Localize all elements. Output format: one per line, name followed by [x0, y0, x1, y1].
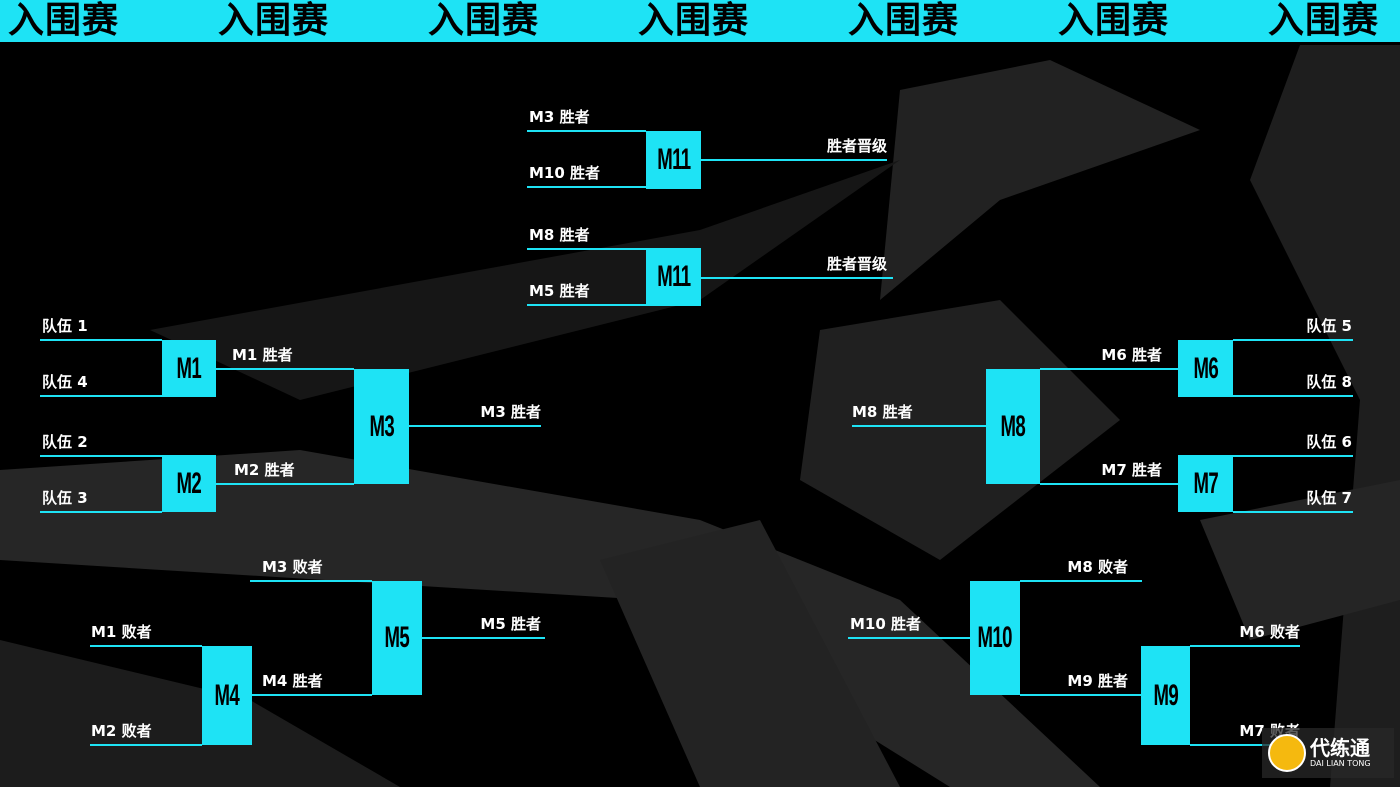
- match-box-m10[interactable]: M10: [970, 581, 1020, 695]
- connector-line: [250, 694, 372, 696]
- header-label: 入围赛: [1268, 0, 1380, 41]
- connector-line: [1040, 368, 1178, 370]
- match-label: M1: [176, 351, 202, 385]
- connector-line: [527, 304, 646, 306]
- header-label: 入围赛: [218, 0, 330, 41]
- connector-line: [40, 339, 162, 341]
- m10-bottom-label: M9 胜者: [1067, 672, 1128, 690]
- match-box-m5[interactable]: M5: [372, 581, 422, 695]
- m1-bottom-label: 队伍 4: [42, 373, 88, 391]
- m10-out-label: M10 胜者: [850, 615, 922, 633]
- connector-line: [216, 368, 354, 370]
- connector-line: [527, 130, 646, 132]
- m5-top-label: M3 败者: [262, 558, 323, 576]
- header-bar: 入围赛 入围赛 入围赛 入围赛 入围赛 入围赛 入围赛: [0, 0, 1400, 42]
- connector-line: [1233, 511, 1353, 513]
- match-box-m11a[interactable]: M11: [646, 131, 701, 189]
- header-label: 入围赛: [848, 0, 960, 41]
- match-box-m2[interactable]: M2: [162, 455, 216, 512]
- watermark-subtitle: DAI LIAN TONG: [1310, 759, 1371, 768]
- connector-line: [422, 637, 545, 639]
- match-box-m4[interactable]: M4: [202, 646, 252, 745]
- m11a-out-label: 胜者晋级: [826, 137, 887, 155]
- m1-out-label: M1 胜者: [232, 346, 293, 364]
- connector-line: [1040, 483, 1178, 485]
- watermark-name: 代练通: [1310, 736, 1370, 760]
- match-label: M3: [369, 409, 394, 443]
- match-label: M9: [1153, 678, 1178, 712]
- connector-line: [1233, 455, 1353, 457]
- m4-top-label: M1 败者: [91, 623, 152, 641]
- m7-bottom-label: 队伍 7: [1306, 489, 1352, 507]
- match-label: M11: [656, 260, 691, 293]
- connector-line: [848, 637, 970, 639]
- connector-line: [216, 483, 354, 485]
- match-label: M5: [384, 621, 410, 654]
- connector-line: [409, 425, 541, 427]
- connector-line: [701, 277, 893, 279]
- m8-out-label: M8 胜者: [852, 403, 913, 421]
- match-label: M7: [1193, 466, 1218, 500]
- connector-line: [40, 395, 162, 397]
- connector-line: [527, 248, 646, 250]
- connector-line: [1020, 580, 1142, 582]
- connector-line: [1190, 744, 1300, 746]
- connector-line: [701, 159, 887, 161]
- match-box-m8[interactable]: M8: [986, 369, 1040, 484]
- match-box-m6[interactable]: M6: [1178, 340, 1233, 397]
- match-label: M10: [977, 621, 1013, 654]
- m9-top-label: M6 败者: [1239, 623, 1300, 641]
- connector-line: [1190, 645, 1300, 647]
- m7-top-label: 队伍 6: [1306, 433, 1352, 451]
- match-label: M2: [176, 466, 202, 500]
- m11b-bottom-label: M5 胜者: [529, 282, 590, 300]
- match-box-m11b[interactable]: M11: [646, 248, 701, 306]
- connector-line: [90, 645, 202, 647]
- m11a-top-label: M3 胜者: [529, 108, 590, 126]
- m5-bottom-label: M4 胜者: [262, 672, 323, 690]
- m4-bottom-label: M2 败者: [91, 722, 152, 740]
- connector-line: [1233, 339, 1353, 341]
- m11b-top-label: M8 胜者: [529, 226, 590, 244]
- m11a-bottom-label: M10 胜者: [529, 164, 601, 182]
- m3-out-label: M3 胜者: [480, 403, 541, 421]
- match-box-m3[interactable]: M3: [354, 369, 409, 484]
- connector-line: [40, 455, 162, 457]
- header-label: 入围赛: [1058, 0, 1170, 41]
- connector-line: [90, 744, 202, 746]
- watermark-logo-icon: [1268, 734, 1306, 772]
- match-label: M11: [656, 143, 691, 176]
- connector-line: [527, 186, 646, 188]
- connector-line: [40, 511, 162, 513]
- m7-out-label: M7 胜者: [1101, 461, 1162, 479]
- m6-bottom-label: 队伍 8: [1306, 373, 1352, 391]
- connector-line: [852, 425, 986, 427]
- m11b-out-label: 胜者晋级: [826, 255, 887, 273]
- header-label: 入围赛: [428, 0, 540, 41]
- watermark: 代练通 DAI LIAN TONG: [1262, 728, 1394, 778]
- match-label: M8: [1000, 409, 1026, 443]
- match-box-m9[interactable]: M9: [1141, 646, 1190, 745]
- m10-top-label: M8 败者: [1067, 558, 1128, 576]
- match-box-m7[interactable]: M7: [1178, 455, 1233, 512]
- m6-top-label: 队伍 5: [1306, 317, 1352, 335]
- connector-line: [1233, 395, 1353, 397]
- header-label: 入围赛: [8, 0, 120, 41]
- m2-top-label: 队伍 2: [42, 433, 88, 451]
- match-label: M6: [1193, 351, 1218, 385]
- m5-out-label: M5 胜者: [480, 615, 541, 633]
- match-box-m1[interactable]: M1: [162, 340, 216, 397]
- connector-line: [250, 580, 372, 582]
- connector-line: [1020, 694, 1142, 696]
- header-label: 入围赛: [638, 0, 750, 41]
- m2-out-label: M2 胜者: [234, 461, 295, 479]
- match-label: M4: [214, 678, 240, 712]
- m1-top-label: 队伍 1: [42, 317, 88, 335]
- m6-out-label: M6 胜者: [1101, 346, 1162, 364]
- m2-bottom-label: 队伍 3: [42, 489, 88, 507]
